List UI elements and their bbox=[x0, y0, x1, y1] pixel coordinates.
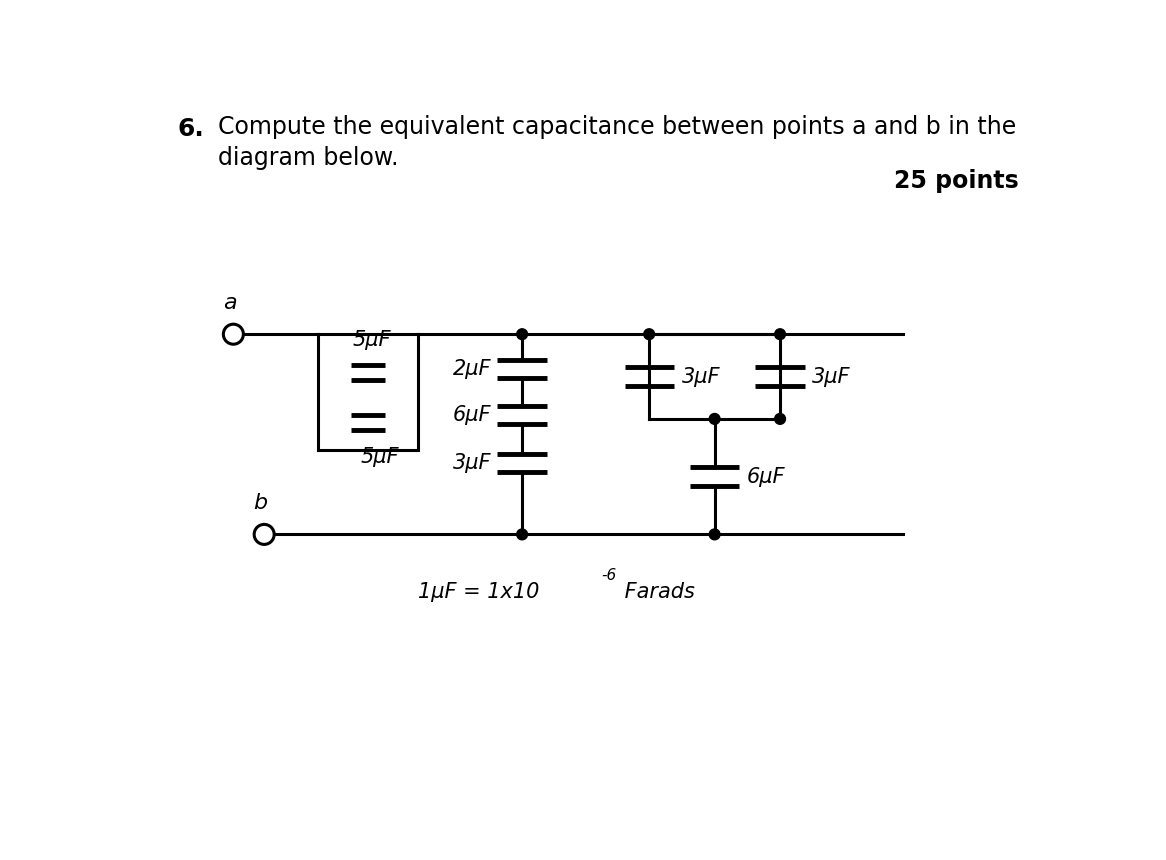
Text: b: b bbox=[253, 493, 267, 513]
Text: a: a bbox=[223, 292, 237, 313]
Circle shape bbox=[709, 529, 719, 540]
Text: 1μF = 1x10: 1μF = 1x10 bbox=[419, 582, 540, 602]
Circle shape bbox=[709, 414, 719, 424]
Text: -6: -6 bbox=[602, 568, 617, 583]
Text: 6.: 6. bbox=[178, 117, 205, 141]
Text: 2μF: 2μF bbox=[452, 359, 491, 379]
Text: 5μF: 5μF bbox=[360, 447, 399, 467]
Text: 3μF: 3μF bbox=[452, 453, 491, 473]
Text: 6μF: 6μF bbox=[452, 405, 491, 425]
Circle shape bbox=[774, 414, 786, 424]
Text: 3μF: 3μF bbox=[813, 366, 851, 386]
Text: Farads: Farads bbox=[618, 582, 695, 602]
Circle shape bbox=[517, 529, 527, 540]
Circle shape bbox=[774, 329, 786, 340]
Text: 25 points: 25 points bbox=[894, 169, 1019, 193]
Text: 6μF: 6μF bbox=[747, 467, 786, 487]
Circle shape bbox=[644, 329, 654, 340]
Text: Compute the equivalent capacitance between points a and b in the: Compute the equivalent capacitance betwe… bbox=[218, 114, 1017, 138]
Circle shape bbox=[517, 329, 527, 340]
Text: 5μF: 5μF bbox=[352, 329, 392, 350]
Text: diagram below.: diagram below. bbox=[218, 145, 399, 169]
Text: 3μF: 3μF bbox=[681, 366, 719, 386]
